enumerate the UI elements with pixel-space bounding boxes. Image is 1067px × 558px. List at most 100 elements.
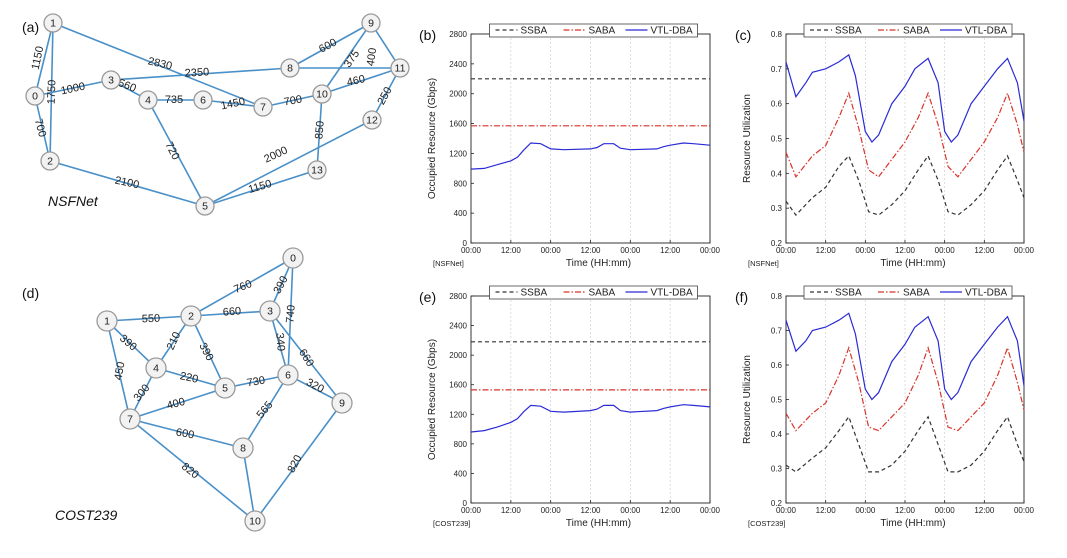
- link-weight: 1450: [220, 96, 246, 113]
- series-line-saba: [785, 91, 1025, 178]
- x-tick-label: 12:00: [816, 506, 837, 515]
- link-weight: 300: [132, 382, 153, 404]
- y-tick-label: 2400: [449, 322, 467, 331]
- link-weight: 390: [271, 274, 290, 296]
- link-weight: 2350: [184, 66, 209, 79]
- link-9-10: [254, 402, 343, 522]
- x-tick-label: 12:00: [974, 246, 995, 255]
- node-label: 3: [108, 75, 114, 87]
- link-10-11: [321, 67, 401, 95]
- link-weight: 2830: [147, 55, 174, 72]
- node-label: 2: [188, 311, 194, 323]
- x-tick-label: 00:00: [541, 246, 562, 255]
- panel-tag: (d): [22, 285, 39, 301]
- y-tick-label: 1600: [449, 120, 467, 129]
- link-weight: 740: [284, 304, 298, 323]
- link-weight: 450: [112, 361, 127, 381]
- y-tick-label: 0.7: [771, 65, 783, 74]
- link-weight: 735: [165, 94, 183, 106]
- y-axis-label: Occupied Resource (Gbps): [427, 339, 438, 460]
- node-label: 0: [290, 253, 296, 265]
- node-label: 2: [47, 156, 53, 168]
- y-tick-label: 0.6: [771, 100, 783, 109]
- legend-label: VTL-DBA: [651, 26, 694, 37]
- legend-label: VTL-DBA: [651, 288, 694, 299]
- node-3: [259, 300, 281, 322]
- node-label: 0: [32, 91, 38, 103]
- link-11-12: [371, 67, 401, 121]
- legend: SSBA SABA VTL-DBA: [489, 23, 698, 38]
- node-label: 5: [222, 383, 228, 395]
- series-line-vtl-dba: [785, 312, 1025, 401]
- link-1-0: [34, 22, 54, 97]
- series-line-vtl-dba: [470, 142, 711, 170]
- x-axis-label: Time (HH:mm): [880, 518, 945, 529]
- link-2-3: [190, 310, 271, 317]
- node-label: 11: [395, 63, 406, 75]
- link-weight: 700: [32, 118, 48, 139]
- node-label: 8: [287, 63, 293, 75]
- link-weight: 250: [375, 85, 394, 107]
- x-tick-label: 12:00: [974, 506, 995, 515]
- link-1-7: [106, 320, 131, 420]
- plot-frame: [785, 295, 1025, 504]
- legend: SSBA SABA VTL-DBA: [803, 23, 1013, 38]
- network-label: [COST239]: [748, 519, 786, 528]
- link-weight: 550: [142, 313, 161, 326]
- x-tick-label: 12:00: [895, 506, 916, 515]
- legend-label: VTL-DBA: [965, 26, 1008, 37]
- network-label: [NSFNet]: [748, 259, 779, 268]
- node-4: [145, 357, 167, 379]
- link-weight: 460: [346, 73, 366, 89]
- series-line-ssba: [785, 154, 1025, 217]
- network-label: [COST239]: [433, 519, 471, 528]
- link-0-3: [34, 79, 112, 97]
- x-tick-label: 12:00: [895, 246, 916, 255]
- y-axis-label: Occupied Resource (Gbps): [427, 78, 438, 199]
- x-tick-label: 12:00: [660, 506, 681, 515]
- node-8: [232, 437, 254, 459]
- node-6: [277, 364, 299, 386]
- network-label: [NSFNet]: [433, 259, 464, 268]
- link-5-6: [224, 374, 289, 389]
- link-13-5: [204, 169, 318, 207]
- node-label: 13: [311, 165, 323, 177]
- legend-box: [489, 23, 698, 38]
- panel-tag: (e): [419, 289, 436, 305]
- legend-box: [803, 285, 1013, 300]
- node-label: 10: [316, 89, 328, 101]
- legend-label: VTL-DBA: [965, 288, 1008, 299]
- y-tick-label: 0.7: [771, 327, 783, 336]
- x-tick-label: 00:00: [1014, 506, 1035, 515]
- series-line-vtl-dba: [785, 53, 1025, 143]
- node-label: 4: [153, 363, 159, 375]
- node-9: [361, 13, 381, 33]
- link-weight: 820: [179, 461, 201, 482]
- y-tick-label: 2800: [449, 292, 467, 301]
- legend-label: SSBA: [835, 288, 862, 299]
- panel-tag: (f): [735, 289, 748, 305]
- y-tick-label: 0.5: [771, 135, 783, 144]
- node-label: 6: [200, 95, 206, 107]
- link-0-6: [287, 257, 294, 376]
- y-tick-label: 2000: [449, 90, 467, 99]
- link-weight: 400: [166, 396, 187, 412]
- y-tick-label: 0.3: [771, 465, 783, 474]
- node-label: 8: [240, 443, 246, 455]
- y-axis-label: Resource Utilization: [742, 94, 753, 183]
- node-2: [180, 305, 202, 327]
- y-tick-label: 0.8: [771, 292, 783, 301]
- node-9: [331, 392, 353, 414]
- link-weight: 730: [246, 374, 266, 389]
- x-tick-label: 12:00: [501, 506, 522, 515]
- legend-label: SABA: [903, 26, 930, 37]
- y-tick-label: 0.4: [771, 430, 783, 439]
- x-tick-label: 12:00: [501, 246, 522, 255]
- y-tick-label: 0.8: [771, 30, 783, 39]
- node-13: [307, 160, 327, 180]
- y-tick-label: 800: [454, 179, 468, 188]
- y-axis-label: Resource Utilization: [742, 355, 753, 444]
- x-tick-label: 00:00: [461, 506, 482, 515]
- link-weight: 1000: [60, 81, 86, 98]
